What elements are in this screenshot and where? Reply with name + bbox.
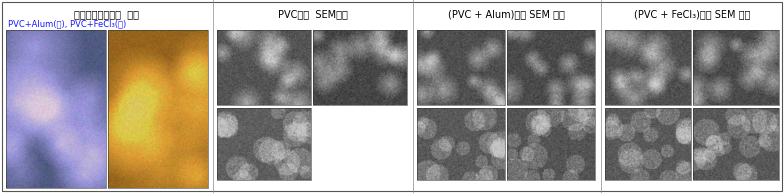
Bar <box>693 108 779 180</box>
Bar <box>507 108 595 180</box>
Bar <box>313 30 407 105</box>
Bar <box>417 108 505 180</box>
Bar <box>693 30 779 105</box>
Bar <box>417 30 505 105</box>
Bar <box>217 30 311 105</box>
Text: 디지털편광현미경  분석: 디지털편광현미경 분석 <box>74 9 139 19</box>
Text: PVC+Alum(좌), PVC+FeCl₃(우): PVC+Alum(좌), PVC+FeCl₃(우) <box>8 19 126 28</box>
Bar <box>6 30 106 188</box>
Text: (PVC + Alum)시료 SEM 분석: (PVC + Alum)시료 SEM 분석 <box>448 9 565 19</box>
Text: (PVC + FeCl₃)시료 SEM 분석: (PVC + FeCl₃)시료 SEM 분석 <box>633 9 750 19</box>
Bar <box>108 30 208 188</box>
Bar <box>507 30 595 105</box>
Bar <box>605 108 691 180</box>
Text: PVC시료  SEM분석: PVC시료 SEM분석 <box>278 9 347 19</box>
Bar <box>605 30 691 105</box>
Bar <box>217 108 311 180</box>
